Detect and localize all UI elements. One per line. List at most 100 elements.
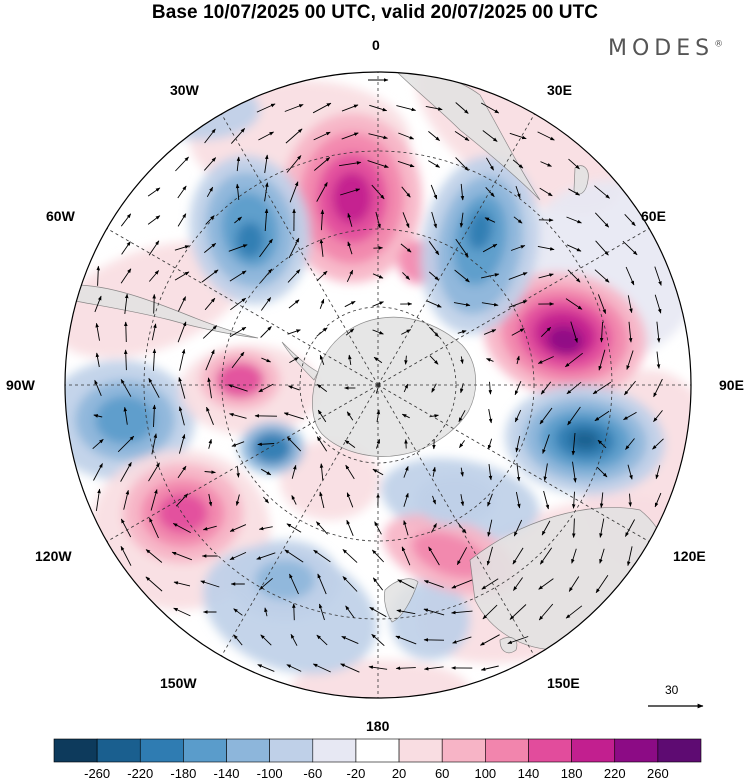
meridian-line <box>221 113 379 386</box>
colorbar-tick-label: -60 <box>303 766 323 781</box>
wind-vector <box>258 526 273 531</box>
wind-vector <box>123 489 130 510</box>
wind-vector <box>95 322 100 341</box>
lon-label-90e: 90E <box>719 377 744 393</box>
wind-vector <box>537 245 555 251</box>
wind-vector <box>206 406 214 425</box>
wind-vector <box>147 215 161 225</box>
wind-vector <box>597 439 607 449</box>
wind-vector <box>348 354 352 365</box>
wind-vector <box>259 238 273 258</box>
colorbar-tick-label: 220 <box>603 766 626 781</box>
colorbar-swatch <box>96 738 141 763</box>
wind-vector <box>208 493 213 507</box>
wind-vector <box>507 636 529 644</box>
wind-vector <box>234 216 242 224</box>
lon-label-90w: 90W <box>6 377 35 393</box>
wind-vector <box>369 606 387 618</box>
wind-vector <box>454 131 470 141</box>
colorbar-labels: -260 -220 -180 -140 -100 -60 -20 20 60 100 140 180 2… <box>0 766 750 782</box>
colorbar-swatch <box>571 738 616 763</box>
wind-vector <box>429 355 439 365</box>
wind-vector <box>428 546 440 566</box>
meridian-line <box>377 384 535 657</box>
anomaly-blob <box>95 396 155 444</box>
colorbar-swatch <box>614 738 659 763</box>
anomaly-blob <box>158 493 208 533</box>
wind-vector <box>233 634 243 646</box>
wind-vector <box>423 580 444 588</box>
colorbar-tick-label: -180 <box>170 766 197 781</box>
wind-vector <box>205 215 215 225</box>
wind-vector <box>151 433 158 455</box>
wind-vector <box>148 240 160 256</box>
wind-vector <box>260 468 272 476</box>
colorbar-tick-label: -140 <box>213 766 240 781</box>
wind-vector <box>203 157 217 171</box>
wind-vector <box>452 636 472 644</box>
wind-vector <box>120 213 132 227</box>
wind-vector <box>568 576 580 592</box>
wind-vector <box>627 546 633 567</box>
wind-vector <box>516 355 520 365</box>
wind-vector <box>347 241 353 255</box>
wind-vector <box>623 411 637 421</box>
wind-vector <box>455 102 469 114</box>
wind-vector <box>172 523 191 533</box>
wind-vector <box>425 105 443 111</box>
wind-vector <box>319 238 324 257</box>
wind-vector <box>372 329 384 335</box>
wind-vector <box>628 493 632 507</box>
wind-vector <box>541 520 551 536</box>
wind-vector <box>345 328 355 336</box>
colorbar-tick-label: -20 <box>346 766 366 781</box>
wind-vector <box>515 491 521 509</box>
wind-vector <box>289 357 299 363</box>
wind-vector <box>568 188 580 196</box>
land-shape <box>69 284 259 339</box>
wind-vector <box>207 377 212 399</box>
wind-vector <box>316 270 328 282</box>
wind-vector <box>204 243 217 253</box>
wind-vector <box>257 664 275 672</box>
wind-vector <box>480 665 499 671</box>
wind-vector <box>571 548 577 564</box>
wind-vector <box>288 237 300 259</box>
wind-vectors <box>92 78 664 673</box>
wind-vector <box>259 268 273 284</box>
wind-vector <box>403 492 409 507</box>
wind-vector <box>566 216 582 224</box>
wind-vector <box>93 463 103 481</box>
land-shape <box>281 341 319 381</box>
wind-vector <box>455 238 469 258</box>
wind-vector <box>594 269 610 283</box>
wind-vector <box>344 300 356 308</box>
wind-vector <box>201 269 219 283</box>
wind-vector <box>227 384 248 392</box>
wind-vector <box>235 183 240 200</box>
wind-vector <box>283 412 304 420</box>
colorbar-swatch <box>53 738 98 763</box>
wind-vector <box>512 547 524 565</box>
colorbar-tick-label: 260 <box>647 766 669 781</box>
wind-vector <box>341 132 359 140</box>
meridian-line <box>377 113 535 386</box>
wind-vector <box>287 269 301 283</box>
wind-vector <box>148 462 160 482</box>
wind-vector <box>656 321 661 343</box>
wind-vector <box>173 607 191 617</box>
wind-vector <box>429 326 439 338</box>
wind-vector <box>539 187 553 197</box>
wind-vector <box>204 470 216 474</box>
wind-vector <box>595 574 609 594</box>
wind-vector <box>423 666 444 671</box>
wind-vector <box>537 131 555 141</box>
wind-vector <box>402 272 410 280</box>
wind-vector <box>482 130 498 142</box>
colorbar-swatch <box>183 738 227 763</box>
wind-vector <box>485 186 495 198</box>
wind-vector <box>204 128 216 144</box>
colorbar-swatch <box>312 738 357 763</box>
wind-vector <box>342 549 358 563</box>
wind-vector <box>202 525 217 531</box>
